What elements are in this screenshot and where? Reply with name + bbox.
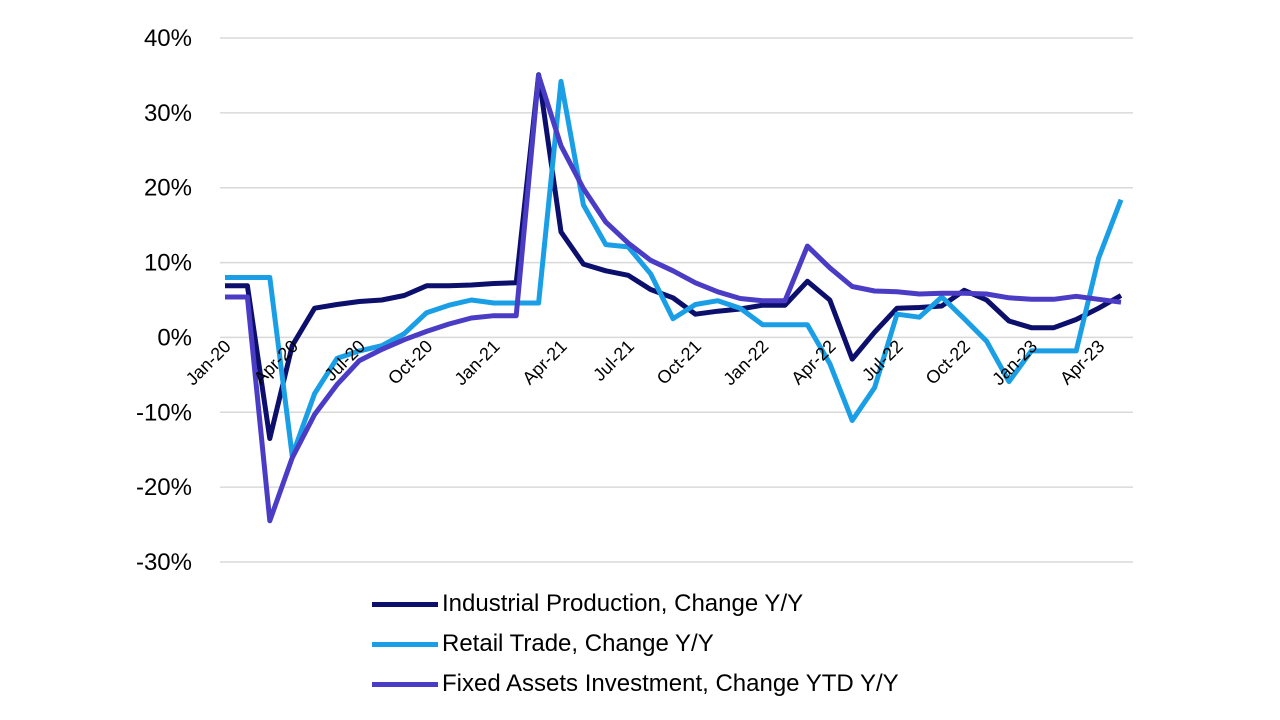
series-line-1 xyxy=(225,72,1123,441)
x-tick-label: Jul-21 xyxy=(589,336,638,385)
y-tick-label: -30% xyxy=(136,549,192,576)
x-tick-label: Apr-21 xyxy=(518,336,570,388)
legend-label: Fixed Assets Investment, Change YTD Y/Y xyxy=(442,670,899,697)
x-tick-label: Apr-23 xyxy=(1056,336,1108,388)
series-lines xyxy=(225,72,1124,524)
legend-swatch xyxy=(372,601,438,607)
legend-swatch xyxy=(372,681,438,687)
legend-label: Retail Trade, Change Y/Y xyxy=(442,630,714,657)
y-tick-label: -20% xyxy=(136,474,192,501)
y-tick-label: 0% xyxy=(157,324,192,351)
series-line-2 xyxy=(225,78,1124,459)
gridlines xyxy=(220,37,1133,563)
y-tick-label: 40% xyxy=(144,25,192,52)
x-tick-label: Oct-21 xyxy=(653,336,705,388)
legend-swatch xyxy=(372,641,438,647)
x-tick-label: Jan-22 xyxy=(719,336,772,389)
legend-label: Industrial Production, Change Y/Y xyxy=(442,590,804,617)
x-tick-label: Oct-22 xyxy=(922,336,974,388)
x-tick-label: Jan-21 xyxy=(451,336,504,389)
legend-item: Retail Trade, Change Y/Y xyxy=(372,624,899,664)
y-tick-label: 10% xyxy=(144,250,192,277)
y-tick-label: 30% xyxy=(144,100,192,127)
series-line-3 xyxy=(225,72,1122,524)
y-tick-label: 20% xyxy=(144,175,192,202)
legend-item: Fixed Assets Investment, Change YTD Y/Y xyxy=(372,664,899,704)
y-axis-ticks: -30% -20% -10% 0% 10% 20% 30% 40% xyxy=(136,25,192,576)
legend: Industrial Production, Change Y/Y Retail … xyxy=(372,584,899,704)
legend-item: Industrial Production, Change Y/Y xyxy=(372,584,899,624)
y-tick-label: -10% xyxy=(136,399,192,426)
